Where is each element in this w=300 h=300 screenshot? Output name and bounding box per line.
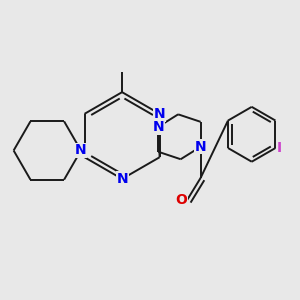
Text: I: I: [277, 141, 282, 155]
Text: N: N: [154, 107, 166, 121]
Text: N: N: [152, 120, 164, 134]
Text: N: N: [75, 143, 87, 158]
Text: N: N: [116, 172, 128, 186]
Text: O: O: [176, 194, 188, 207]
Text: N: N: [195, 140, 206, 154]
